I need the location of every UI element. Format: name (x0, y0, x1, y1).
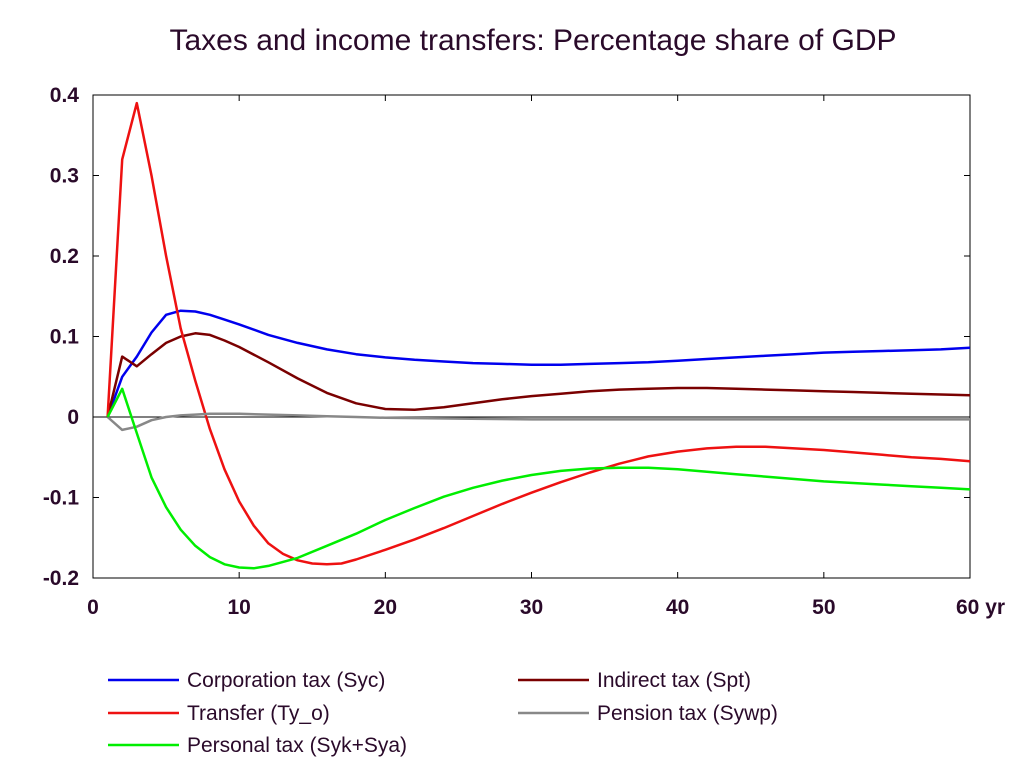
plot-frame (92, 94, 971, 579)
x-tick-label: 20 (374, 596, 397, 619)
y-tick-label: -0.1 (43, 487, 80, 510)
plot-area: 0.4 0.3 0.2 0.1 0 -0.1 -0.2 0 10 20 30 40 50 60 yr (43, 84, 1005, 619)
legend-label: Personal tax (Syk+Sya) (187, 734, 407, 757)
x-tick-label: 30 (520, 596, 543, 619)
y-tick-label: 0 (67, 406, 79, 429)
series-line-5 (106, 387, 971, 570)
x-tick-label: 60 yr (956, 596, 1005, 619)
y-tick-label: 0.2 (50, 245, 79, 268)
y-tick-label: -0.2 (43, 567, 79, 590)
y-tick-label: 0.1 (50, 326, 80, 349)
y-tick-label: 0.4 (50, 84, 80, 107)
legend-label: Transfer (Ty_o) (187, 702, 330, 725)
legend: Corporation tax (Syc) Indirect tax (Spt) T… (108, 669, 778, 757)
series-line-4 (106, 412, 970, 432)
x-tick-label: 50 (812, 596, 835, 619)
legend-label: Indirect tax (Spt) (597, 669, 751, 692)
x-tick-label: 0 (87, 596, 99, 619)
legend-label: Corporation tax (Syc) (187, 669, 385, 692)
series-layer (106, 101, 971, 570)
series-line-3 (106, 101, 971, 566)
y-tick-label: 0.3 (50, 165, 79, 188)
series-line-2 (106, 332, 971, 418)
chart-title: Taxes and income transfers: Percentage s… (169, 24, 896, 57)
series-line-1 (106, 309, 971, 418)
legend-label: Pension tax (Sywp) (597, 702, 778, 725)
x-tick-label: 10 (227, 596, 250, 619)
x-tick-label: 40 (666, 596, 689, 619)
